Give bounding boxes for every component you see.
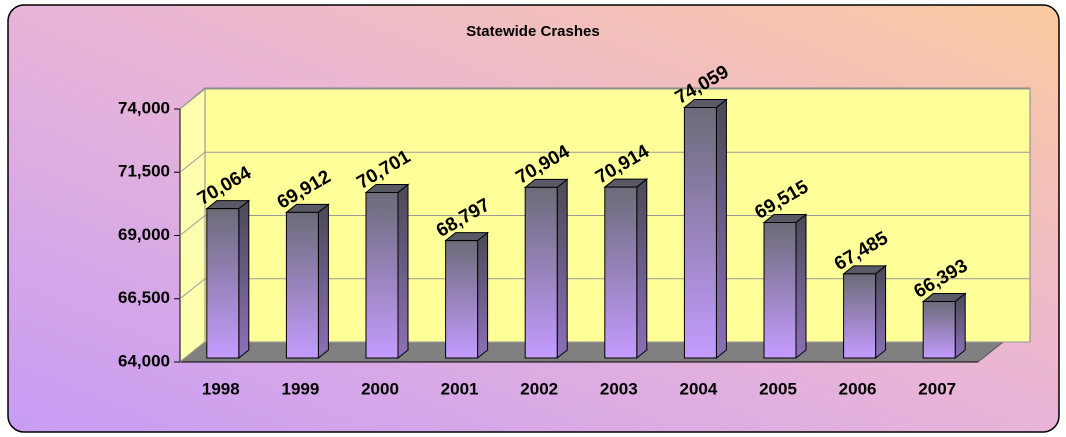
bar [762,213,808,360]
bar [523,178,569,360]
bar-front [206,208,240,359]
y-tick-label: 64,000 [118,351,170,370]
bar-side [875,264,887,360]
x-tick-label: 2002 [520,379,558,398]
bar-side [636,178,648,360]
grid-line [179,278,206,300]
bar-front [365,191,399,359]
x-tick-label: 2005 [759,379,797,398]
grid-line [179,215,206,236]
bar-side [238,199,250,360]
bar [921,292,967,360]
y-tick-label: 66,500 [118,288,170,307]
bar-side [477,231,489,360]
x-tick-label: 2000 [361,379,399,398]
x-tick-label: 2004 [679,379,717,398]
bar-side [954,292,966,360]
bar [842,264,888,360]
bar-front [445,240,479,359]
bar-side [317,203,329,360]
bar-front [922,300,956,359]
bar-front [763,221,797,359]
bar-front [683,107,717,359]
bar-front [604,186,638,359]
chart-title: Statewide Crashes [466,23,599,40]
x-tick-label: 2007 [918,379,956,398]
x-tick-label: 2003 [600,379,638,398]
grid-line [179,341,206,363]
bar-side [715,98,727,360]
x-tick-label: 1999 [281,379,319,398]
bar-side [795,213,807,360]
bar [205,199,251,360]
bar [603,178,649,360]
y-tick-label: 69,000 [118,225,170,244]
bar [444,231,490,360]
y-tick-label: 71,500 [118,162,170,181]
bar-front [285,211,319,359]
bar [682,98,728,360]
grid-line [179,88,206,110]
y-tick-label: 74,000 [118,98,170,117]
bar-side [397,183,409,360]
bar-front [843,273,877,359]
x-tick-label: 2006 [839,379,877,398]
grid-line [179,151,206,173]
bar [364,183,410,360]
x-tick-label: 1998 [202,379,240,398]
bar [284,203,330,360]
bar-side [556,178,568,360]
x-tick-label: 2001 [441,379,479,398]
bar-front [524,186,558,359]
